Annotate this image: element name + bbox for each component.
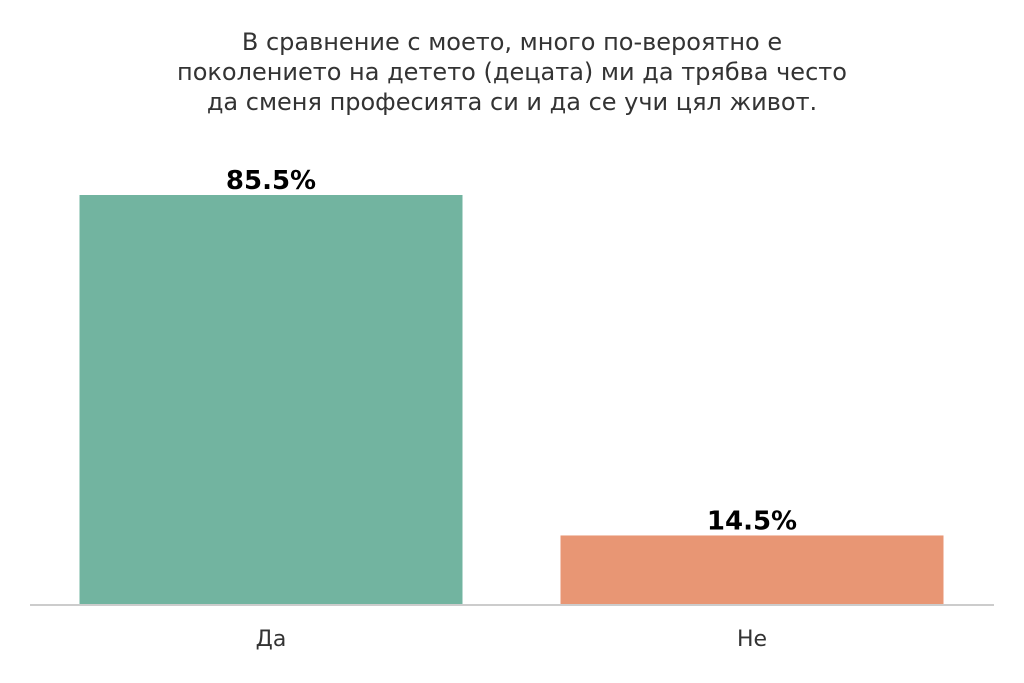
- x-tick-label-1: Да: [256, 627, 287, 652]
- x-axis-ticks: Да Не: [256, 627, 767, 652]
- chart-title: В сравнение с моето, много по-вероятно е…: [177, 28, 847, 116]
- chart-title-line-2: поколението на детето (децата) ми да тря…: [177, 58, 847, 86]
- bars-layer: [79, 195, 944, 605]
- data-label-1: 85.5%: [226, 166, 316, 196]
- data-label-2: 14.5%: [707, 506, 797, 536]
- labels-layer: 85.5% 14.5%: [226, 166, 797, 536]
- chart-title-line-3: да сменя професията си и да се учи цял ж…: [207, 88, 817, 116]
- chart-title-line-1: В сравнение с моето, много по-вероятно е: [242, 28, 782, 56]
- x-tick-label-2: Не: [737, 627, 767, 652]
- bar-1: [79, 195, 463, 605]
- bar-2: [560, 535, 944, 605]
